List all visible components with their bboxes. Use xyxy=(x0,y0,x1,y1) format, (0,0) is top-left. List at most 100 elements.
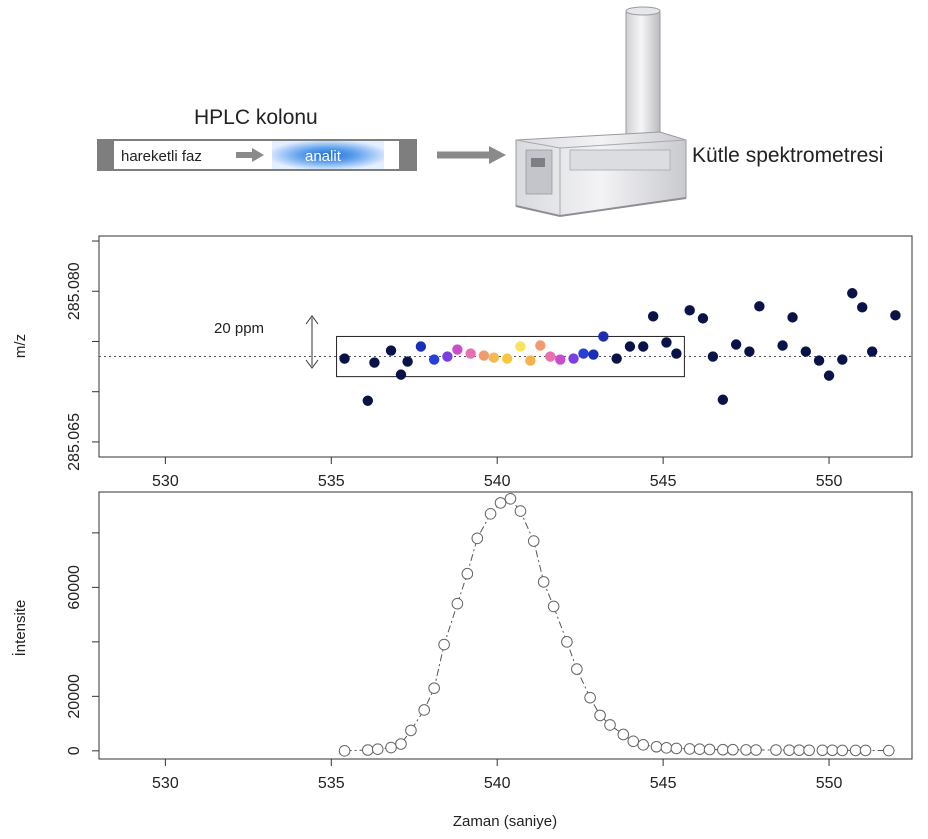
data-point xyxy=(617,728,630,741)
data-point xyxy=(684,305,695,316)
data-point xyxy=(537,576,550,588)
data-point xyxy=(571,663,583,675)
y-axis-title: İntensite xyxy=(11,600,29,657)
data-point xyxy=(402,356,413,367)
data-point xyxy=(527,535,540,547)
data-point xyxy=(624,341,636,352)
data-point xyxy=(545,351,556,362)
x-tick-label: 535 xyxy=(318,775,345,792)
data-point xyxy=(837,354,848,365)
data-point xyxy=(770,744,782,756)
data-point xyxy=(866,346,878,357)
data-point xyxy=(793,744,805,756)
data-point xyxy=(650,740,663,753)
data-point xyxy=(415,341,427,352)
data-point xyxy=(750,744,762,756)
data-point xyxy=(442,351,453,362)
data-point xyxy=(611,353,622,364)
data-point xyxy=(890,310,901,321)
data-point xyxy=(803,744,815,757)
data-point xyxy=(697,313,709,324)
y-tick-label: 285.080 xyxy=(66,262,83,320)
data-point xyxy=(598,331,609,342)
data-point xyxy=(561,636,573,648)
x-tick-label: 550 xyxy=(816,473,843,490)
data-point xyxy=(647,311,659,322)
data-point xyxy=(823,370,835,381)
data-point xyxy=(504,493,517,505)
analyte-label: analit xyxy=(305,148,342,165)
data-point xyxy=(816,744,829,757)
data-point xyxy=(777,340,788,351)
data-point xyxy=(471,532,484,545)
data-point xyxy=(683,743,696,755)
x-tick-label: 545 xyxy=(650,775,677,792)
data-point xyxy=(478,350,490,361)
data-point xyxy=(836,744,849,757)
data-point xyxy=(547,600,560,613)
analyte-band xyxy=(272,141,384,169)
data-point xyxy=(660,742,673,754)
data-point xyxy=(418,704,431,716)
x-tick-label: 540 xyxy=(484,473,511,490)
x-tick-label: 530 xyxy=(152,775,179,792)
data-point xyxy=(515,341,526,352)
data-point xyxy=(638,341,649,352)
data-point xyxy=(555,354,566,365)
data-point xyxy=(405,724,417,737)
data-point xyxy=(857,302,868,313)
x-tick-label: 540 xyxy=(484,775,511,792)
data-point xyxy=(637,739,650,751)
y-tick-label: 285.065 xyxy=(66,413,83,471)
mz-scatter-chart: 530 535 540 545 550 285.065 285.080 20 ppm m/… xyxy=(12,235,913,490)
data-point xyxy=(428,682,440,694)
hplc-diagram: HPLC kolonu hareketli faz analit Kütle s… xyxy=(97,6,883,218)
data-point xyxy=(849,744,862,757)
y-tick-label: 0 xyxy=(66,746,83,755)
data-point xyxy=(484,507,497,520)
ppm-label: 20 ppm xyxy=(214,320,264,337)
data-point xyxy=(717,743,729,756)
y-axis: 0 20000 60000 xyxy=(66,532,99,755)
data-point xyxy=(339,353,350,364)
data-point xyxy=(800,346,812,357)
data-point xyxy=(754,301,765,312)
data-point xyxy=(813,355,825,366)
y-tick-label: 60000 xyxy=(66,565,83,610)
data-point xyxy=(338,745,351,757)
data-point xyxy=(588,349,599,360)
data-point xyxy=(535,340,546,351)
data-point xyxy=(627,735,640,748)
data-point xyxy=(369,357,380,368)
y-tick-label: 20000 xyxy=(66,674,83,719)
data-point xyxy=(385,741,397,754)
data-point xyxy=(525,355,536,366)
data-point xyxy=(693,743,706,755)
data-point xyxy=(385,345,397,356)
data-point xyxy=(494,497,507,509)
data-point xyxy=(362,395,373,406)
data-point xyxy=(594,709,606,722)
data-point xyxy=(604,719,616,731)
data-point xyxy=(717,394,729,405)
data-point xyxy=(744,346,755,357)
x-axis: 530 535 540 545 550 xyxy=(152,456,843,490)
x-tick-label: 545 xyxy=(650,473,677,490)
y-axis: 285.065 285.080 xyxy=(66,240,99,471)
data-point xyxy=(428,354,440,365)
x-axis: 530 535 540 545 550 xyxy=(152,758,842,792)
x-tick-label: 530 xyxy=(152,473,179,490)
column-title: HPLC kolonu xyxy=(194,106,318,129)
data-point xyxy=(727,743,739,756)
y-axis-title: m/z xyxy=(12,334,29,358)
data-point xyxy=(783,744,796,756)
data-point xyxy=(703,743,716,756)
data-point xyxy=(451,597,464,610)
x-axis-title: Zaman (saniye) xyxy=(453,813,557,830)
data-point xyxy=(465,348,476,359)
data-point xyxy=(707,351,719,362)
ms-label: Kütle spektrometresi xyxy=(692,144,883,167)
data-point xyxy=(730,339,742,350)
data-point xyxy=(568,353,579,364)
